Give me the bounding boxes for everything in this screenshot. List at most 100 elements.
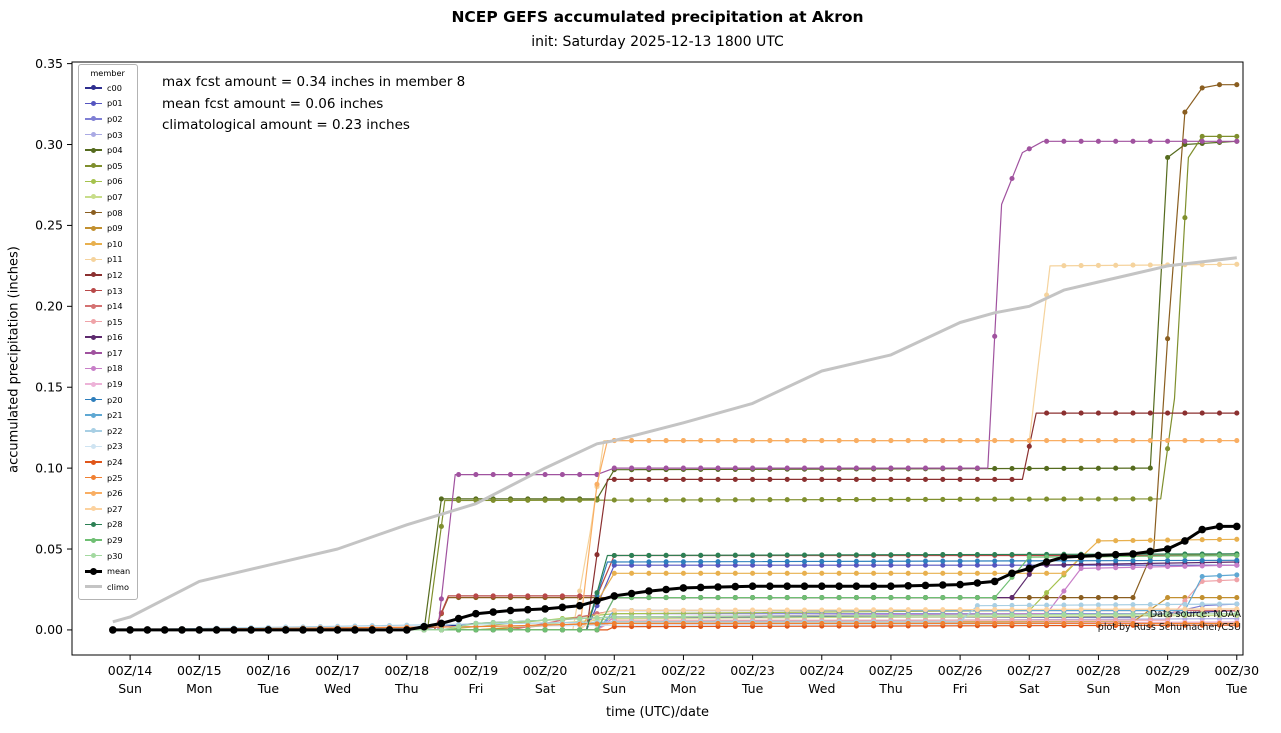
legend-entry-p08: p08 (85, 205, 130, 221)
legend-entry-p11: p11 (85, 252, 130, 268)
svg-text:0.00: 0.00 (35, 622, 63, 637)
legend-label: p26 (107, 488, 123, 499)
legend-entry-p22: p22 (85, 423, 130, 439)
legend-label: p17 (107, 347, 123, 358)
legend-line-sample (85, 427, 102, 435)
svg-text:Fri: Fri (953, 681, 968, 696)
legend-line-sample (85, 318, 102, 326)
legend-label: p15 (107, 316, 123, 327)
axis-ticks: 00Z/14 Sun 00Z/15 Mon 00Z/16 Tue 00Z/17 Wed 00Z/… (35, 56, 1259, 696)
legend-entry-p29: p29 (85, 532, 130, 548)
legend-entry-p19: p19 (85, 376, 130, 392)
chart-subtitle: init: Saturday 2025-12-13 1800 UTC (531, 34, 784, 50)
data-source-text: Data source: NOAA (1149, 609, 1241, 620)
legend-entry-p23: p23 (85, 439, 130, 455)
legend-line-sample (85, 146, 102, 154)
legend-line-sample (85, 567, 102, 575)
legend-label: p06 (107, 176, 123, 187)
svg-text:Sat: Sat (1019, 681, 1040, 696)
annotation-climo: climatological amount = 0.23 inches (162, 117, 410, 133)
legend-entry-p25: p25 (85, 470, 130, 486)
svg-text:Sat: Sat (535, 681, 556, 696)
legend-line-sample (85, 396, 102, 404)
legend-label: p23 (107, 441, 123, 452)
svg-text:00Z/26: 00Z/26 (938, 663, 983, 678)
legend-entry-p10: p10 (85, 236, 130, 252)
legend-line-sample (85, 131, 102, 139)
legend-label: p11 (107, 254, 123, 265)
legend-entry-p16: p16 (85, 330, 130, 346)
legend-entry-p21: p21 (85, 407, 130, 423)
legend-entry-p24: p24 (85, 454, 130, 470)
x-axis-label: time (UTC)/date (605, 705, 710, 720)
svg-text:00Z/25: 00Z/25 (869, 663, 914, 678)
legend-entry-p17: p17 (85, 345, 130, 361)
legend-label: p12 (107, 269, 123, 280)
legend-label: p20 (107, 394, 123, 405)
svg-text:00Z/14: 00Z/14 (108, 663, 153, 678)
svg-text:0.20: 0.20 (35, 299, 63, 314)
legend-line-sample (85, 583, 102, 591)
plot-author-text: plot by Russ Schumacher/CSU (1097, 622, 1241, 633)
legend-line-sample (85, 489, 102, 497)
legend-entry-c00: c00 (85, 80, 130, 96)
svg-text:0.35: 0.35 (35, 56, 63, 71)
svg-text:00Z/15: 00Z/15 (177, 663, 222, 678)
legend-entry-p26: p26 (85, 485, 130, 501)
legend-label: c00 (107, 82, 122, 93)
legend-entry-p05: p05 (85, 158, 130, 174)
svg-text:00Z/23: 00Z/23 (730, 663, 775, 678)
legend-line-sample (85, 271, 102, 279)
svg-text:Mon: Mon (670, 681, 696, 696)
annotation-max: max fcst amount = 0.34 inches in member … (162, 74, 466, 90)
legend-line-sample (85, 411, 102, 419)
plot-frame (71, 61, 1244, 656)
legend-line-sample (85, 380, 102, 388)
legend-line-sample (85, 287, 102, 295)
legend-line-sample (85, 349, 102, 357)
legend-line-sample (85, 209, 102, 217)
legend-entry-p02: p02 (85, 111, 130, 127)
legend-line-sample (85, 162, 102, 170)
svg-text:00Z/18: 00Z/18 (384, 663, 429, 678)
legend-entry-p27: p27 (85, 501, 130, 517)
legend-entry-p18: p18 (85, 361, 130, 377)
legend-label: p30 (107, 550, 123, 561)
legend-entry-p06: p06 (85, 174, 130, 190)
svg-text:00Z/29: 00Z/29 (1145, 663, 1190, 678)
legend-line-sample (85, 302, 102, 310)
svg-text:Sun: Sun (602, 681, 626, 696)
legend-entry-p30: p30 (85, 548, 130, 564)
legend-entry-p12: p12 (85, 267, 130, 283)
svg-text:Fri: Fri (468, 681, 483, 696)
legend-entry-p09: p09 (85, 220, 130, 236)
legend-line-sample (85, 474, 102, 482)
legend-entry-p28: p28 (85, 517, 130, 533)
legend-line-sample (85, 520, 102, 528)
legend-label: climo (107, 581, 130, 592)
svg-text:0.05: 0.05 (35, 541, 63, 556)
legend-entry-climo: climo (85, 579, 130, 595)
legend-line-sample (85, 333, 102, 341)
y-axis-label: accumulated precipitation (inches) (6, 246, 22, 473)
legend-label: p21 (107, 410, 123, 421)
svg-text:Wed: Wed (808, 681, 835, 696)
legend-line-sample (85, 552, 102, 560)
legend-line-sample (85, 115, 102, 123)
svg-text:0.15: 0.15 (35, 380, 63, 395)
legend-entry-p13: p13 (85, 283, 130, 299)
legend-label: p09 (107, 223, 123, 234)
series-climo (112, 256, 1237, 624)
legend-line-sample (85, 505, 102, 513)
svg-text:Tue: Tue (1225, 681, 1248, 696)
legend-label: p05 (107, 160, 123, 171)
credits: Data source: NOAA plot by Russ Schumache… (1098, 608, 1241, 634)
legend-label: mean (107, 566, 131, 577)
legend-label: p14 (107, 301, 123, 312)
legend-line-sample (85, 99, 102, 107)
legend-entries: c00 p01 p02 p03 p04 p05 p06 p07 p08 p09 p10 p11 p12 p… (85, 80, 130, 595)
legend-label: p25 (107, 472, 123, 483)
legend-line-sample (85, 364, 102, 372)
legend-label: p18 (107, 363, 123, 374)
legend-entry-p03: p03 (85, 127, 130, 143)
